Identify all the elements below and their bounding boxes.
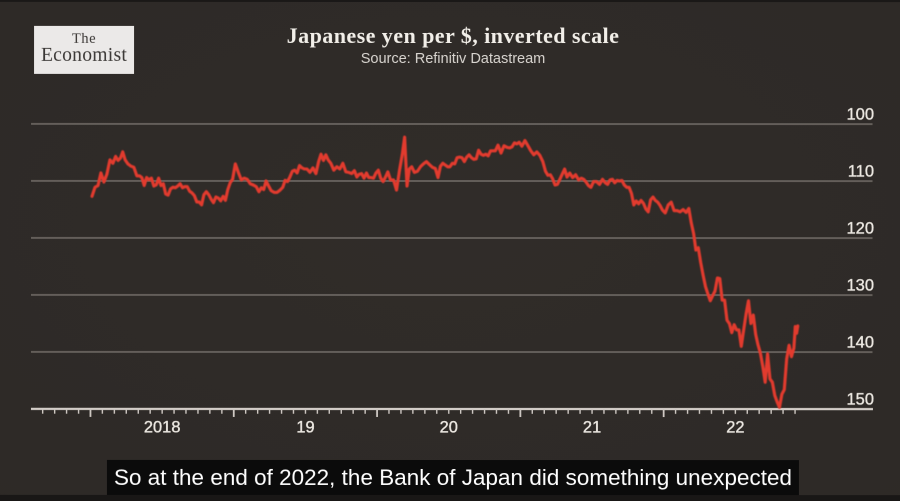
svg-text:20: 20: [440, 418, 458, 436]
svg-text:100: 100: [847, 106, 875, 124]
svg-text:21: 21: [583, 419, 601, 437]
svg-text:22: 22: [726, 419, 744, 437]
svg-text:19: 19: [296, 418, 314, 436]
svg-text:2018: 2018: [144, 418, 181, 436]
svg-text:110: 110: [848, 163, 874, 181]
svg-text:150: 150: [846, 391, 874, 409]
svg-text:130: 130: [846, 277, 874, 295]
svg-text:140: 140: [846, 334, 874, 352]
svg-text:120: 120: [846, 220, 874, 238]
